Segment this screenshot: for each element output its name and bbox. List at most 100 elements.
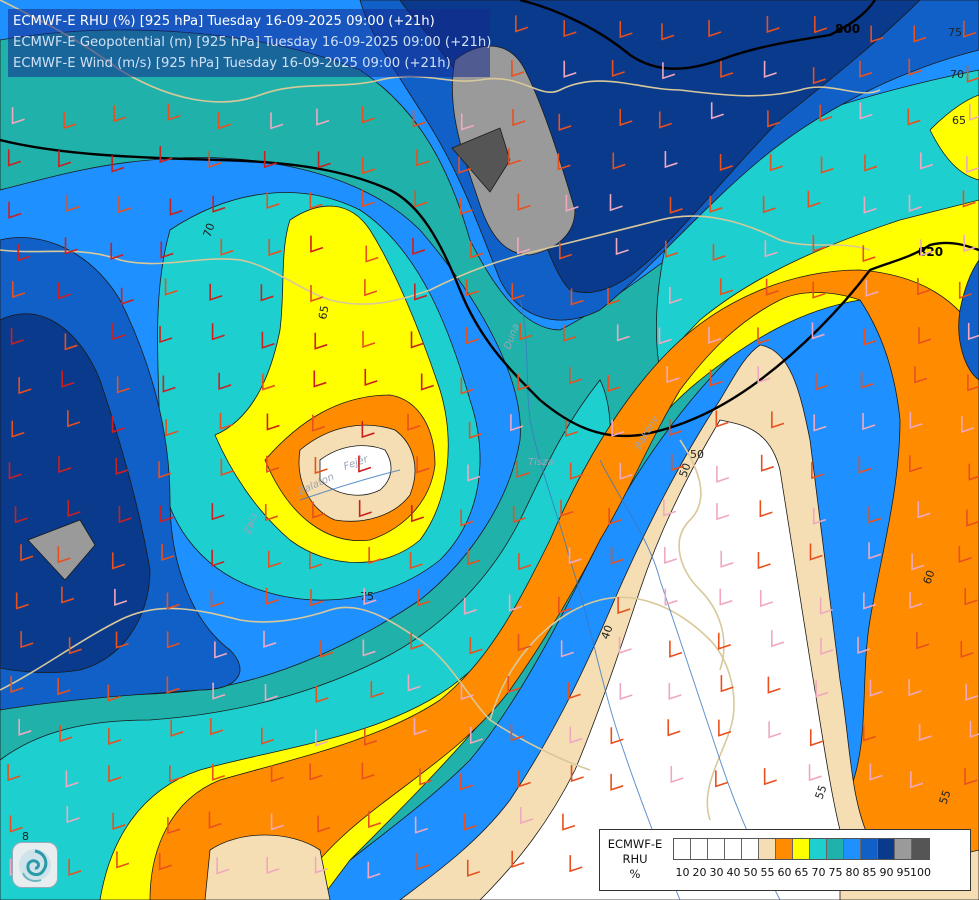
wind-barb <box>217 112 231 130</box>
wind-barb <box>570 288 584 306</box>
wind-barb <box>862 724 876 742</box>
legend-swatch <box>810 839 827 859</box>
wind-barb <box>607 374 621 393</box>
wind-barb <box>610 727 624 745</box>
wind-barb <box>158 461 172 479</box>
wind-barb <box>470 241 484 259</box>
wind-barb <box>719 153 733 172</box>
wind-barb <box>469 727 483 745</box>
wind-barb <box>61 370 75 388</box>
wind-barb <box>763 60 777 78</box>
svg-text:50: 50 <box>690 448 704 461</box>
svg-text:70: 70 <box>201 221 218 239</box>
wind-barb <box>64 333 78 351</box>
wind-barb <box>460 683 474 701</box>
wind-barb <box>658 327 672 345</box>
legend-swatch <box>844 839 861 859</box>
wind-barb <box>417 589 431 607</box>
wind-barb <box>769 154 783 172</box>
legend-title-unit: % <box>629 867 641 881</box>
wind-barb <box>310 235 324 253</box>
wind-barb <box>57 282 71 300</box>
wind-barb <box>468 421 482 439</box>
wind-barb <box>61 586 75 604</box>
wind-barb <box>611 59 625 77</box>
wind-barb <box>908 679 922 697</box>
wind-barb <box>864 154 878 172</box>
legend-title: ECMWF-E RHU % <box>600 837 670 882</box>
wind-barb <box>669 196 683 214</box>
wind-barb <box>57 678 71 696</box>
wind-barb <box>58 455 72 474</box>
wind-barb <box>460 773 474 791</box>
wind-barb <box>764 240 778 258</box>
wind-barb <box>517 634 531 652</box>
wind-barb <box>460 377 474 395</box>
wind-barb <box>808 764 822 782</box>
rhu-band-85c <box>958 259 979 381</box>
wind-barb <box>869 679 883 697</box>
wind-barb <box>664 546 678 565</box>
wind-barb <box>169 198 183 216</box>
legend-tick-label: 60 <box>777 866 792 879</box>
wind-barb <box>112 812 126 831</box>
wind-barb <box>917 501 931 519</box>
wind-barb <box>118 196 132 214</box>
wind-barb <box>358 455 372 473</box>
wind-barb <box>859 102 873 120</box>
legend-tick-labels: 10 20 30 40 50 55 60 65 70 75 80 85 90 95 100 <box>673 866 973 882</box>
wind-barb <box>712 243 726 262</box>
wind-barb <box>870 25 884 43</box>
wind-barb <box>465 327 479 345</box>
wind-barb <box>815 373 829 391</box>
wind-barb <box>314 856 328 874</box>
legend-swatch <box>725 839 742 859</box>
wind-barb <box>416 456 430 474</box>
wind-barb <box>709 369 723 387</box>
wind-barb <box>964 588 978 606</box>
wind-barb <box>365 245 379 263</box>
legend-tick-label: 100 <box>910 866 931 879</box>
wind-barb <box>664 588 678 606</box>
wind-barb <box>410 331 424 349</box>
wind-barb <box>416 149 430 167</box>
wind-barb <box>160 505 174 523</box>
wind-barb <box>966 155 979 174</box>
wind-barb <box>510 414 524 432</box>
wind-barb <box>958 281 972 300</box>
wind-barb <box>914 366 928 384</box>
wind-barb <box>413 718 427 736</box>
wind-barb <box>812 281 826 299</box>
wind-barb <box>116 376 130 394</box>
wind-barb <box>710 102 724 120</box>
svg-text:70: 70 <box>950 68 964 81</box>
wind-barb <box>609 194 623 212</box>
wind-barb <box>809 543 823 561</box>
wind-barb <box>811 322 825 340</box>
rhu-band-95 <box>451 45 576 256</box>
wind-barb <box>517 193 531 211</box>
wind-barb <box>565 194 579 212</box>
wind-barb <box>212 195 226 213</box>
wind-barb <box>212 682 226 700</box>
wind-barb <box>968 463 979 481</box>
wind-barb <box>361 106 375 124</box>
legend-swatch <box>759 839 776 859</box>
wind-barb <box>170 719 184 737</box>
wind-barb <box>166 631 180 649</box>
wind-barb <box>466 859 481 877</box>
wind-barb <box>58 150 72 168</box>
wind-barb <box>569 855 583 873</box>
wind-barb <box>320 640 334 658</box>
wind-barb <box>211 549 225 567</box>
legend-swatches <box>673 838 930 860</box>
wind-barb <box>910 771 924 789</box>
legend-swatch <box>776 839 793 859</box>
wind-barb <box>517 237 531 255</box>
legend-tick-label: 65 <box>794 866 809 879</box>
wind-barb <box>368 810 382 829</box>
wind-barb <box>807 190 821 208</box>
wind-barb <box>208 150 222 168</box>
